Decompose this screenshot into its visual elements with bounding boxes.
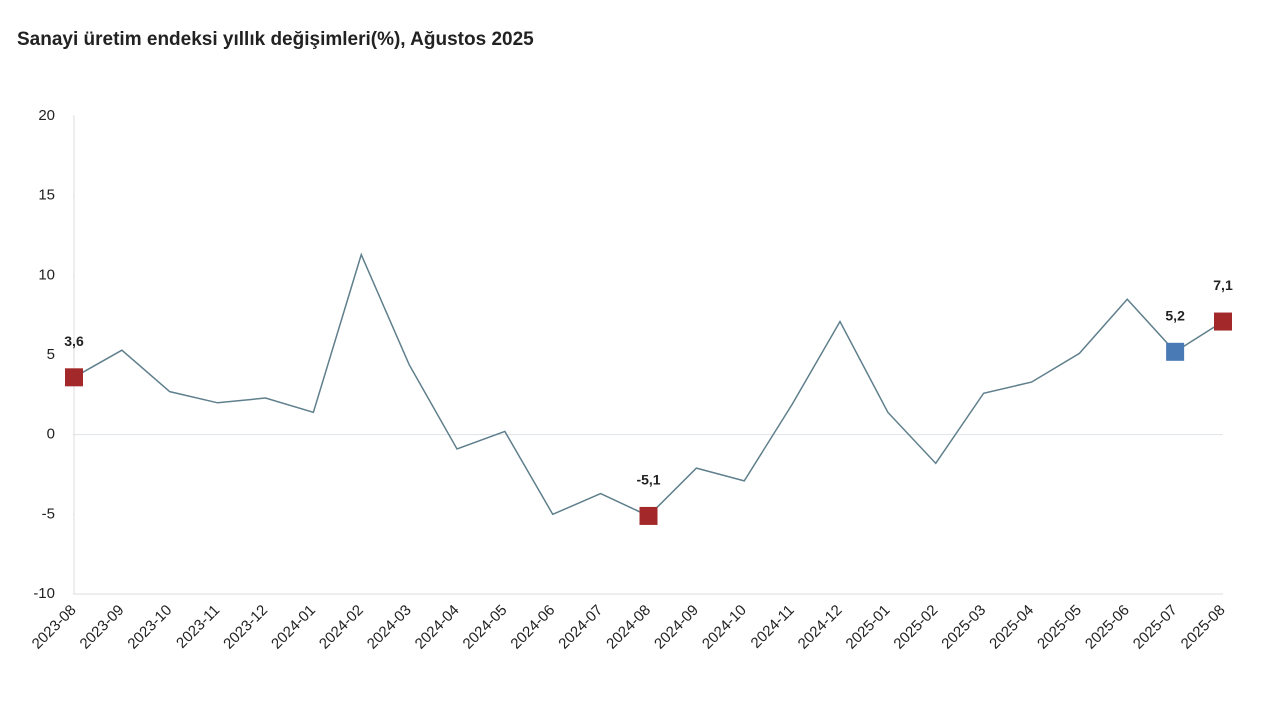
y-tick-label: 15 [38, 187, 55, 204]
x-tick-label: 2025-03 [938, 602, 989, 653]
highlight-marker [639, 506, 658, 525]
x-tick-label: 2024-02 [316, 602, 367, 653]
x-tick-label: 2024-06 [507, 602, 558, 653]
y-tick-label: 0 [47, 426, 55, 443]
x-tick-label: 2024-10 [699, 602, 750, 653]
y-tick-label: -10 [33, 585, 55, 602]
highlight-marker [1166, 342, 1185, 361]
x-tick-label: 2025-05 [1034, 602, 1085, 653]
x-tick-label: 2024-04 [412, 602, 463, 653]
x-tick-label: 2023-10 [124, 602, 175, 653]
x-tick-label: 2025-04 [986, 602, 1037, 653]
x-tick-label: 2024-01 [268, 602, 319, 653]
x-tick-label: 2024-08 [603, 602, 654, 653]
x-tick-label: 2024-07 [555, 602, 606, 653]
x-tick-label: 2024-03 [364, 602, 415, 653]
value-label: 3,6 [64, 333, 84, 349]
x-tick-label: 2023-08 [29, 602, 80, 653]
y-tick-label: 20 [38, 107, 55, 124]
x-tick-label: 2024-12 [795, 602, 846, 653]
x-tick-label: 2025-02 [890, 602, 941, 653]
x-tick-label: 2023-12 [220, 602, 271, 653]
value-label: 5,2 [1165, 308, 1185, 324]
x-tick-label: 2025-06 [1082, 602, 1133, 653]
value-label: -5,1 [636, 472, 660, 488]
x-tick-label: 2025-08 [1178, 602, 1229, 653]
chart-title: Sanayi üretim endeksi yıllık değişimleri… [17, 29, 534, 50]
x-tick-label: 2024-05 [460, 602, 511, 653]
highlight-marker [1214, 312, 1232, 331]
value-label: 7,1 [1213, 277, 1233, 293]
x-tick-label: 2023-09 [77, 602, 128, 653]
y-tick-label: -5 [42, 505, 55, 522]
x-tick-label: 2024-09 [651, 602, 702, 653]
x-tick-label: 2023-11 [173, 602, 223, 652]
x-tick-label: 2025-07 [1130, 602, 1181, 653]
y-tick-label: 10 [38, 266, 55, 283]
x-tick-label: 2024-11 [748, 602, 798, 652]
x-tick-label: 2025-01 [843, 602, 894, 653]
y-tick-label: 5 [47, 346, 55, 363]
highlight-marker [65, 368, 83, 387]
